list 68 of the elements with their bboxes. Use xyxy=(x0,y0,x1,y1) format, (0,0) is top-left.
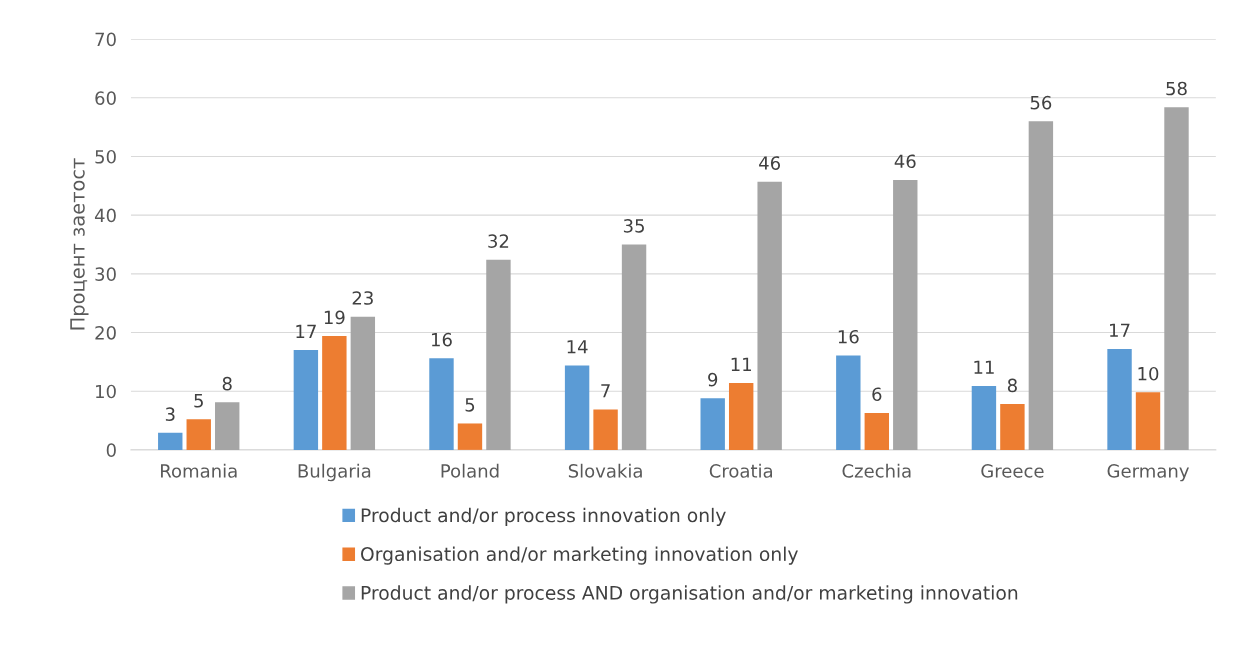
bar xyxy=(971,385,997,450)
data-label: 56 xyxy=(1030,95,1052,110)
bar xyxy=(757,181,782,450)
y-tick-label: 0 xyxy=(106,443,116,457)
y-tick-label: 70 xyxy=(95,32,116,47)
data-label: 16 xyxy=(431,332,452,347)
bar xyxy=(621,244,647,450)
data-label: 3 xyxy=(165,407,175,422)
data-label: 8 xyxy=(1007,378,1017,393)
y-tick-label: 30 xyxy=(95,267,116,281)
data-label: 14 xyxy=(567,340,588,354)
bar xyxy=(293,350,319,450)
bar xyxy=(429,358,454,450)
y-tick-label: 40 xyxy=(94,208,116,223)
data-label: 58 xyxy=(1166,81,1187,96)
data-label: 32 xyxy=(488,234,509,248)
data-label: 17 xyxy=(296,324,316,339)
x-tick-label: Romania xyxy=(161,463,237,478)
data-label: 6 xyxy=(872,387,882,402)
bar xyxy=(1107,348,1132,450)
x-tick-label: Slovakia xyxy=(568,463,642,478)
bar xyxy=(893,179,918,450)
data-label: 9 xyxy=(708,372,718,387)
x-tick-label: Croatia xyxy=(709,463,772,478)
bar xyxy=(1135,392,1161,450)
bar xyxy=(486,259,511,450)
bar xyxy=(1028,121,1054,450)
data-label: 5 xyxy=(465,398,475,412)
data-label: 16 xyxy=(838,329,859,344)
data-label: 10 xyxy=(1138,366,1159,381)
data-label: 35 xyxy=(623,219,644,233)
y-tick-label: 20 xyxy=(95,325,116,340)
data-label: 19 xyxy=(324,310,345,325)
x-tick-label: Bulgaria xyxy=(298,463,371,482)
x-tick-label: Germany xyxy=(1107,464,1189,482)
bar xyxy=(728,382,754,450)
data-label: 5 xyxy=(194,394,203,408)
y-tick-label: 50 xyxy=(95,149,116,164)
legend-label: Product and/or process innovation only xyxy=(361,507,726,526)
bar xyxy=(186,419,211,450)
y-axis-title: Процент заетост xyxy=(70,158,89,330)
bar xyxy=(350,316,376,450)
data-label: 11 xyxy=(974,360,994,374)
data-label: 8 xyxy=(222,376,232,391)
bar xyxy=(564,365,590,450)
y-tick-label: 10 xyxy=(96,384,116,399)
x-tick-label: Czechia xyxy=(842,463,911,478)
bar xyxy=(457,423,483,450)
bar xyxy=(700,398,725,450)
bar xyxy=(864,412,889,450)
bar xyxy=(593,409,618,450)
data-label: 23 xyxy=(352,291,373,305)
data-label: 11 xyxy=(731,357,752,371)
bar xyxy=(1164,107,1189,450)
bar xyxy=(1000,404,1025,450)
x-tick-label: Poland xyxy=(441,463,499,478)
y-tick-label: 60 xyxy=(95,91,116,105)
bar xyxy=(836,355,861,450)
legend-label: Product and/or process AND organisation and/or marketing innovation xyxy=(361,585,1018,604)
bar xyxy=(158,432,183,450)
data-label: 46 xyxy=(894,154,916,169)
bar xyxy=(215,402,240,450)
data-label: 7 xyxy=(601,384,610,398)
data-label: 46 xyxy=(759,156,781,170)
bar xyxy=(322,336,347,450)
data-label: 17 xyxy=(1110,323,1130,337)
x-tick-label: Greece xyxy=(981,464,1044,478)
legend-label: Organisation and/or marketing innovation only xyxy=(361,546,798,565)
